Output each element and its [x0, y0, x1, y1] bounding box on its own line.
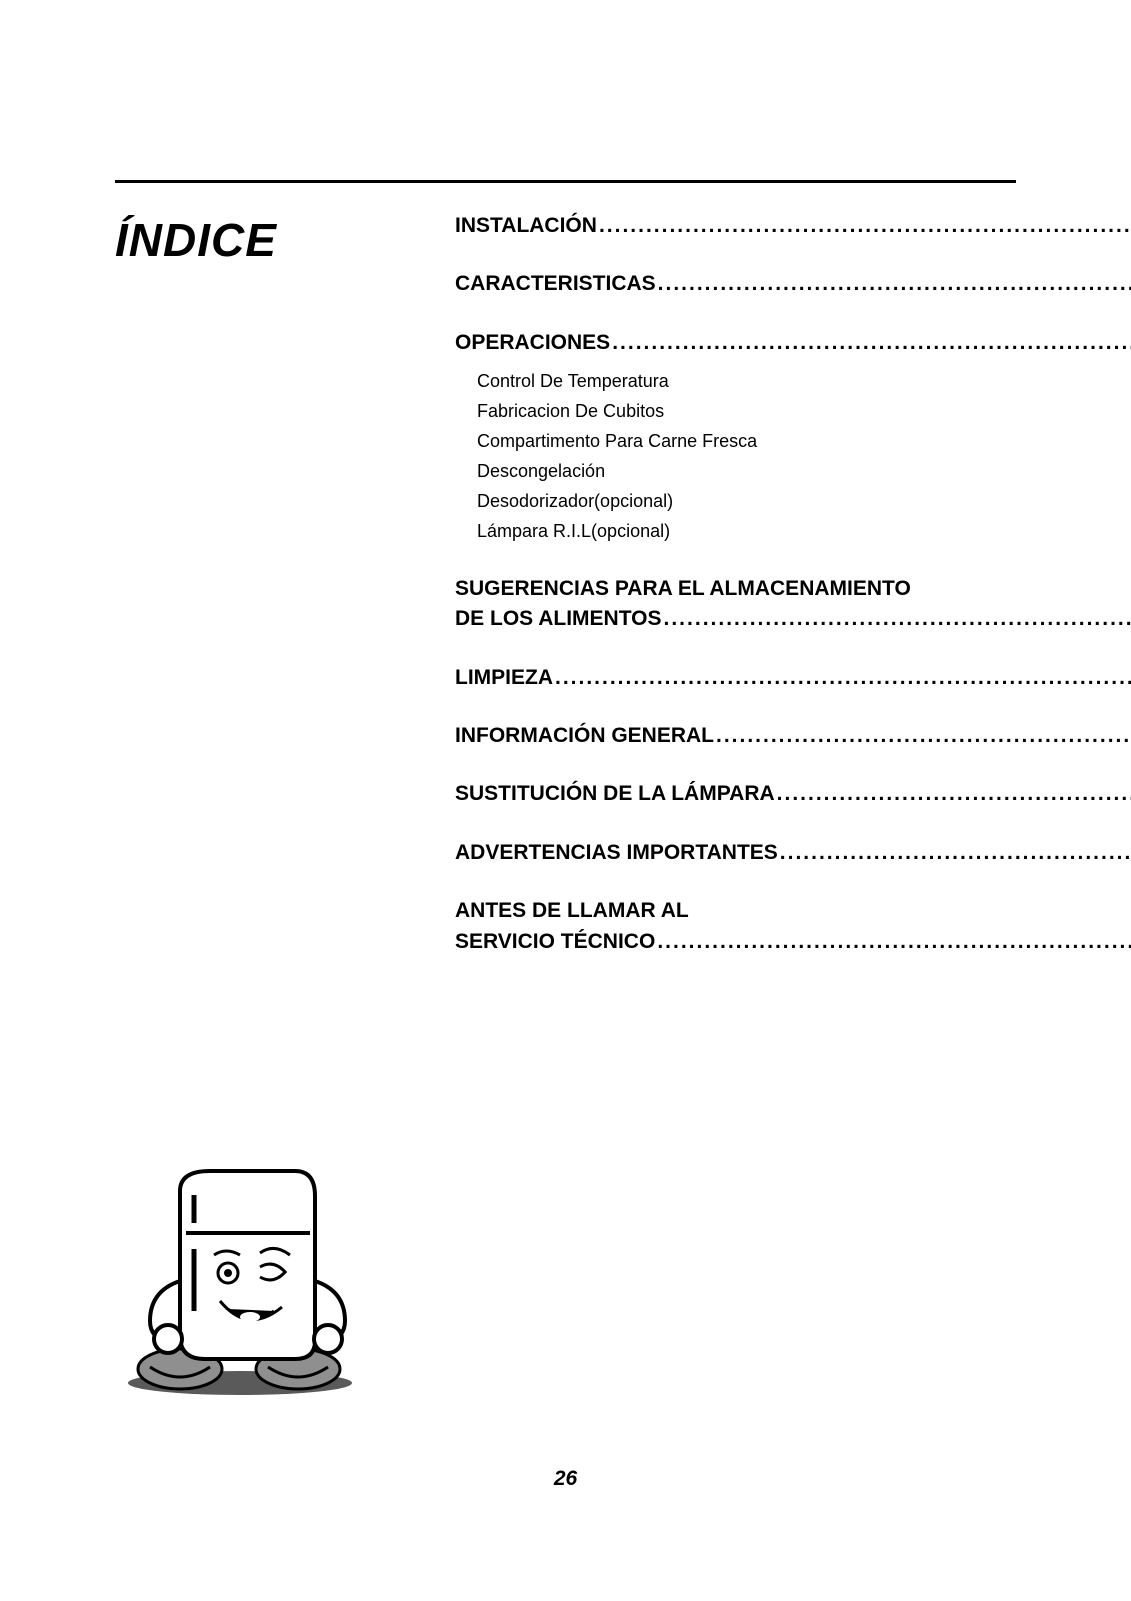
toc-leader-dots [656, 269, 1131, 299]
toc-leader-dots [597, 211, 1131, 241]
toc-label: DE LOS ALIMENTOS [455, 604, 662, 634]
toc-entry: INFORMACIÓN GENERAL 34 [455, 721, 1131, 751]
toc-entry: INSTALACIÓN 27 [455, 211, 1131, 241]
toc-subitem: Lámpara R.I.L(opcional) [477, 518, 1131, 546]
table-of-contents: INSTALACIÓN 27 CARACTERISTICAS 28 OPERACIO… [455, 207, 1131, 985]
page: ÍNDICE INSTALACIÓN 27 CARACTERISTICAS 28 O… [0, 0, 1131, 1601]
toc-entry-line: SERVICIO TÉCNICO 36 [455, 927, 1131, 957]
toc-subitem: Descongelación [477, 458, 1131, 486]
toc-entry-line: INSTALACIÓN 27 [455, 211, 1131, 241]
toc-entry: ANTES DE LLAMAR ALSERVICIO TÉCNICO 36 [455, 896, 1131, 957]
columns: ÍNDICE INSTALACIÓN 27CARACTERISTICAS 28O… [115, 207, 1016, 985]
toc-label: OPERACIONES [455, 328, 610, 358]
toc-label: INSTALACIÓN [455, 211, 597, 241]
toc-leader-dots [775, 779, 1131, 809]
toc-entry-line: DE LOS ALIMENTOS 33 [455, 604, 1131, 634]
toc-leader-dots [553, 663, 1131, 693]
toc-label: SERVICIO TÉCNICO [455, 927, 655, 957]
toc-subitems: Control De TemperaturaFabricacion De Cub… [477, 368, 1131, 545]
toc-leader-dots [655, 927, 1131, 957]
toc-entry: LIMPIEZA 34 [455, 663, 1131, 693]
toc-leader-dots [610, 328, 1131, 358]
page-number: 26 [0, 1467, 1131, 1491]
toc-entry: OPERACIONES 29 Control De TemperaturaFabr… [455, 328, 1131, 546]
toc-entry-label-top: SUGERENCIAS PARA EL ALMACENAMIENTO [455, 574, 1131, 604]
page-title: ÍNDICE [115, 213, 395, 267]
toc-entry-line: OPERACIONES 29 [455, 328, 1131, 358]
toc-label: CARACTERISTICAS [455, 269, 656, 299]
mascot-illustration [110, 1161, 370, 1401]
toc-leader-dots [778, 838, 1131, 868]
toc-subitem: Desodorizador(opcional) [477, 488, 1131, 516]
toc-label: SUGERENCIAS PARA EL ALMACENAMIENTO [455, 574, 911, 604]
toc-entry: ADVERTENCIAS IMPORTANTES 35 [455, 838, 1131, 868]
toc-entry-line: CARACTERISTICAS 28 [455, 269, 1131, 299]
left-column: ÍNDICE [115, 207, 395, 267]
toc-entry-line: SUSTITUCIÓN DE LA LÁMPARA 35 [455, 779, 1131, 809]
top-rule [115, 180, 1016, 183]
toc-label: SUSTITUCIÓN DE LA LÁMPARA [455, 779, 775, 809]
toc-entry-label-top: ANTES DE LLAMAR AL [455, 896, 1131, 926]
toc-subitem: Control De Temperatura [477, 368, 1131, 396]
toc-label: INFORMACIÓN GENERAL [455, 721, 714, 751]
toc-leader-dots [714, 721, 1131, 751]
toc-label: ANTES DE LLAMAR AL [455, 896, 689, 926]
toc-entry-line: ADVERTENCIAS IMPORTANTES 35 [455, 838, 1131, 868]
toc-label: LIMPIEZA [455, 663, 553, 693]
toc-entry: CARACTERISTICAS 28 [455, 269, 1131, 299]
toc-subitem: Fabricacion De Cubitos [477, 398, 1131, 426]
toc-entry-line: LIMPIEZA 34 [455, 663, 1131, 693]
toc-entry: SUGERENCIAS PARA EL ALMACENAMIENTODE LOS… [455, 574, 1131, 635]
toc-subitem: Compartimento Para Carne Fresca [477, 428, 1131, 456]
toc-entry-line: INFORMACIÓN GENERAL 34 [455, 721, 1131, 751]
toc-label: ADVERTENCIAS IMPORTANTES [455, 838, 778, 868]
toc-entry: SUSTITUCIÓN DE LA LÁMPARA 35 [455, 779, 1131, 809]
toc-leader-dots [662, 604, 1131, 634]
